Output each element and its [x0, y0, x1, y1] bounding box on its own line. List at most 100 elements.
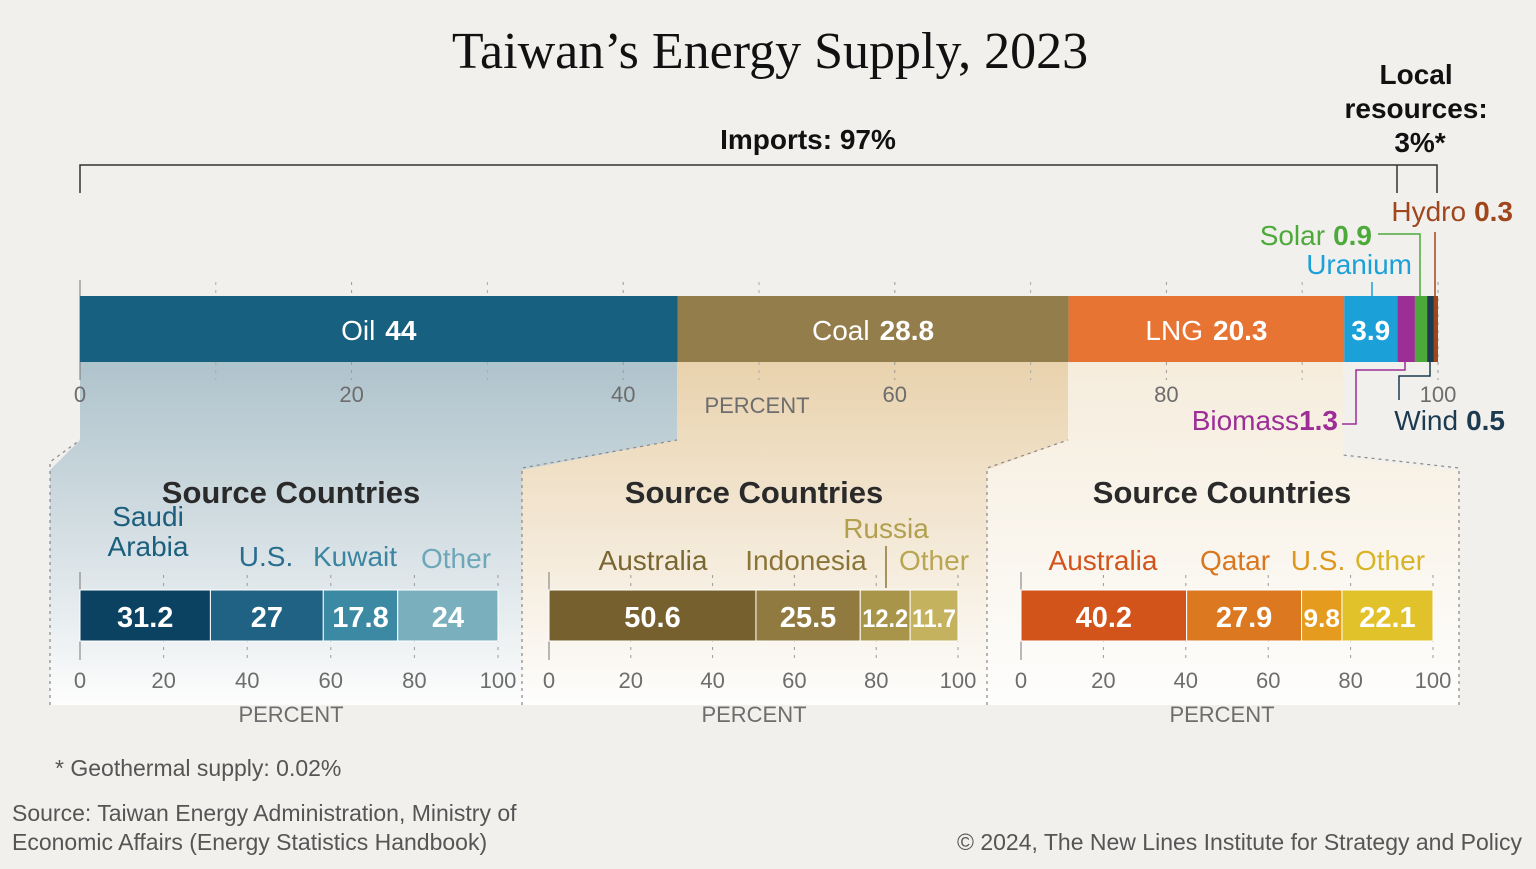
bar-value-uranium: 3.9	[1351, 315, 1390, 346]
panel-bar-segment	[909, 589, 959, 642]
imports-bracket	[79, 164, 1438, 193]
footnote: * Geothermal supply: 0.02%	[55, 755, 341, 781]
country-label-other: Other	[899, 545, 969, 576]
panel-tick-label: 40	[1174, 668, 1198, 693]
callout-name: Solar	[1260, 220, 1325, 251]
country-label-us: U.S.	[239, 541, 293, 572]
panel-bar-value: 27.9	[1216, 602, 1272, 634]
panel-bar-segment	[859, 589, 911, 642]
bar-segment-solar	[1414, 296, 1428, 362]
main-tick-label: 40	[611, 382, 635, 407]
panel-tick-label: 60	[319, 668, 343, 693]
bar-segment-hydro	[1433, 296, 1438, 362]
panel-bar-value: 50.6	[624, 602, 680, 634]
panel-bar-value: 25.5	[780, 602, 836, 634]
country-label-us: U.S.	[1291, 545, 1345, 576]
country-label-qatar: Qatar	[1200, 545, 1270, 576]
bar-segment-oil	[80, 296, 678, 362]
main-tick-label: 20	[339, 382, 363, 407]
country-label-saudiarabia: Saudi Arabia	[108, 501, 189, 562]
panel-bar-segment	[322, 589, 399, 642]
panel-title: Source Countries	[162, 475, 420, 510]
panel-bar-segment	[755, 589, 861, 642]
main-xlabel: PERCENT	[704, 393, 809, 418]
source-countries-panel: Source Countries 0 20 40 60 80 100 PERCENT 50.6 A…	[543, 475, 976, 727]
callout-wind: Wind 0.5	[1394, 405, 1505, 436]
callout-hydro: Hydro 0.3	[1391, 196, 1513, 227]
panel-bar-value: 24	[432, 602, 464, 634]
segment-name: LNG	[1145, 315, 1203, 346]
bar-label-coal: Coal 28.8	[812, 315, 934, 346]
panel-bar-segment	[548, 589, 757, 642]
panel-title: Source Countries	[1093, 475, 1351, 510]
country-label-russia: Russia	[843, 513, 929, 544]
callout-line-solar	[1378, 233, 1421, 296]
callout-line-wind	[1398, 362, 1431, 400]
main-tick-label: 100	[1420, 382, 1457, 407]
panel-bar-value: 12.2	[862, 605, 908, 633]
panel-bar-value: 31.2	[117, 602, 173, 634]
panel-tick-label: 0	[1015, 668, 1027, 693]
panel-tick-label: 80	[1338, 668, 1362, 693]
chart-title: Taiwan’s Energy Supply, 2023	[452, 23, 1088, 80]
panel-title: Source Countries	[625, 475, 883, 510]
panel-bar-segment	[397, 589, 499, 642]
callout-uranium: Uranium	[1306, 249, 1412, 280]
panel-tick-label: 0	[74, 668, 86, 693]
segment-value: 44	[385, 315, 417, 346]
panel-tick-label: 20	[619, 668, 643, 693]
panel-bar-segment	[1020, 589, 1188, 642]
oil-coal-connector	[521, 439, 678, 705]
segment-value: 28.8	[880, 315, 935, 346]
panel-bar-value: 11.7	[912, 605, 956, 633]
panel-bar-value: 17.8	[332, 602, 388, 634]
source-line-1: Source: Taiwan Energy Administration, Mi…	[12, 800, 517, 826]
country-label-australia: Australia	[1049, 545, 1158, 576]
panel-bar-segment	[1301, 589, 1343, 642]
source-line-2: Economic Affairs (Energy Statistics Hand…	[12, 829, 487, 855]
main-tick-label: 60	[883, 382, 907, 407]
bar-segment-lng	[1068, 296, 1345, 362]
panel-xlabel: PERCENT	[1169, 702, 1274, 727]
panel-tick-label: 100	[940, 668, 977, 693]
callout-value: 0.3	[1474, 196, 1513, 227]
lng-connector-right	[1342, 454, 1460, 705]
callout-value: 0.9	[1333, 220, 1372, 251]
country-label-other: Other	[1355, 545, 1425, 576]
panel-tick-label: 40	[700, 668, 724, 693]
imports-label: Imports: 97%	[720, 124, 896, 155]
source-countries-panel: Source Countries 0 20 40 60 80 100 PERCENT 40.2 A…	[1015, 475, 1451, 727]
panel-tick-label: 0	[543, 668, 555, 693]
callout-name: Biomass	[1192, 405, 1299, 436]
bar-label-oil: Oil 44	[341, 315, 417, 346]
panel-bar-value: 40.2	[1076, 602, 1132, 634]
copyright: © 2024, The New Lines Institute for Stra…	[957, 829, 1522, 855]
callout-name: Hydro	[1391, 196, 1466, 227]
main-tick-label: 0	[74, 382, 86, 407]
panel-tick-label: 20	[151, 668, 175, 693]
panel-xlabel: PERCENT	[238, 702, 343, 727]
bar-label-lng: LNG 20.3	[1145, 315, 1267, 346]
callout-name: Uranium	[1306, 249, 1412, 280]
panel-bar-value: 22.1	[1359, 602, 1415, 634]
callout-line-biomass	[1342, 362, 1406, 425]
panel-tick-label: 80	[402, 668, 426, 693]
callout-name: Wind	[1394, 405, 1458, 436]
bar-segment-uranium	[1344, 296, 1398, 362]
local-resources-label: Local resources: 3%*	[1345, 59, 1496, 158]
callout-biomass: Biomass1.3	[1192, 405, 1338, 436]
panel-tick-label: 20	[1091, 668, 1115, 693]
bar-segment-wind	[1427, 296, 1434, 362]
panel-bar-value: 27	[251, 602, 283, 634]
panel-bar-segment	[1341, 589, 1434, 642]
callout-value: 1.3	[1299, 405, 1338, 436]
country-label-other: Other	[421, 543, 491, 574]
source-countries-panel: Source Countries 0 20 40 60 80 100 PERCENT 31.2 S…	[74, 475, 516, 727]
panel-xlabel: PERCENT	[701, 702, 806, 727]
oil-connector-left	[49, 439, 81, 705]
bar-segment-biomass	[1397, 296, 1415, 362]
panel-bar-segment	[79, 589, 211, 642]
panel-tick-label: 40	[235, 668, 259, 693]
panel-tick-label: 80	[864, 668, 888, 693]
